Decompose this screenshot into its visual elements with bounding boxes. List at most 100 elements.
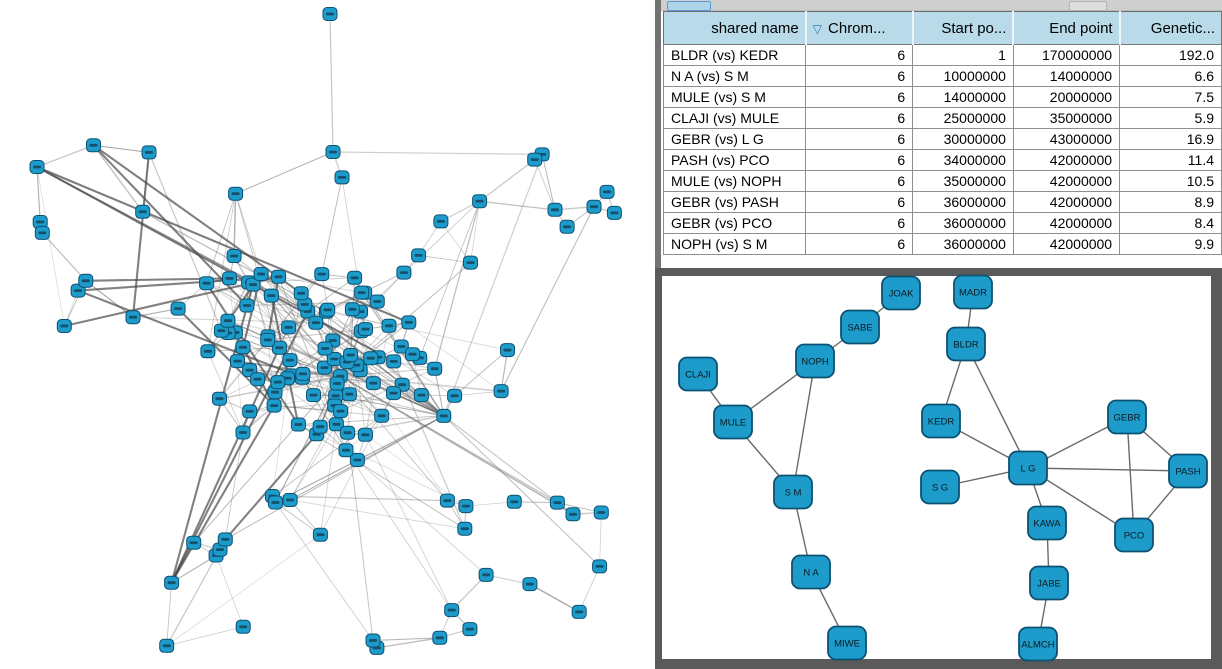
- network-node[interactable]: [427, 361, 443, 376]
- network-node-jabe[interactable]: JABE: [1029, 565, 1069, 601]
- column-header-endpoint[interactable]: End point: [1013, 11, 1121, 45]
- network-node[interactable]: [343, 348, 359, 362]
- table-cell[interactable]: 6: [805, 191, 914, 213]
- network-node[interactable]: [326, 352, 342, 366]
- network-node[interactable]: [354, 285, 370, 300]
- table-cell[interactable]: 9.9: [1119, 233, 1222, 255]
- network-node[interactable]: [317, 341, 333, 356]
- table-row[interactable]: GEBR (vs) L G 6 30000000 43000000 16.9: [662, 128, 1222, 150]
- network-node[interactable]: [506, 494, 522, 509]
- network-node-pco[interactable]: PCO: [1114, 517, 1154, 553]
- table-row[interactable]: PASH (vs) PCO 6 34000000 42000000 11.4: [662, 149, 1222, 171]
- table-cell[interactable]: 36000000: [912, 212, 1014, 234]
- table-row[interactable]: MULE (vs) S M 6 14000000 20000000 7.5: [662, 86, 1222, 108]
- network-node[interactable]: [245, 277, 261, 292]
- table-cell[interactable]: 6: [805, 107, 914, 129]
- network-node[interactable]: [159, 638, 175, 653]
- network-node[interactable]: [263, 288, 279, 303]
- network-node[interactable]: [266, 398, 282, 413]
- table-row[interactable]: CLAJI (vs) MULE 6 25000000 35000000 5.9: [662, 107, 1222, 129]
- table-cell[interactable]: 25000000: [912, 107, 1014, 129]
- table-cell[interactable]: 42000000: [1012, 170, 1121, 192]
- network-edge[interactable]: [1027, 467, 1189, 472]
- network-node[interactable]: [592, 559, 608, 574]
- table-row[interactable]: N A (vs) S M 6 10000000 14000000 6.6: [662, 65, 1222, 87]
- network-edge[interactable]: [792, 360, 816, 493]
- network-node-miwe[interactable]: MIWE: [827, 625, 867, 661]
- network-node[interactable]: [439, 493, 455, 508]
- network-node[interactable]: [308, 315, 324, 330]
- network-node[interactable]: [322, 7, 338, 21]
- network-node[interactable]: [253, 267, 269, 281]
- network-node[interactable]: [281, 320, 297, 335]
- network-node[interactable]: [593, 505, 609, 520]
- network-node[interactable]: [220, 313, 236, 328]
- network-node[interactable]: [297, 297, 313, 312]
- table-row[interactable]: GEBR (vs) PASH 6 36000000 42000000 8.9: [662, 191, 1222, 213]
- network-node[interactable]: [312, 527, 328, 542]
- column-header-genetic[interactable]: Genetic...: [1119, 11, 1222, 45]
- table-cell[interactable]: 34000000: [912, 149, 1014, 171]
- table-cell[interactable]: 16.9: [1119, 128, 1222, 150]
- network-node[interactable]: [295, 366, 311, 381]
- network-node-joak[interactable]: JOAK: [881, 275, 921, 311]
- hairball-network-canvas[interactable]: [0, 0, 655, 669]
- network-node-madr[interactable]: MADR: [953, 274, 993, 310]
- network-node[interactable]: [235, 619, 251, 634]
- table-cell[interactable]: 192.0: [1119, 44, 1222, 66]
- table-cell[interactable]: GEBR (vs) PASH: [662, 191, 807, 213]
- network-node[interactable]: [606, 205, 622, 220]
- table-cell[interactable]: 6: [805, 170, 914, 192]
- network-node[interactable]: [270, 375, 286, 390]
- network-node[interactable]: [235, 340, 251, 355]
- network-node-kedr[interactable]: KEDR: [921, 403, 961, 439]
- network-node[interactable]: [363, 351, 379, 366]
- network-node[interactable]: [559, 219, 575, 234]
- network-node[interactable]: [217, 532, 233, 547]
- network-node[interactable]: [242, 404, 258, 419]
- network-node[interactable]: [565, 507, 581, 522]
- network-node[interactable]: [444, 603, 460, 618]
- network-node[interactable]: [462, 622, 478, 637]
- network-node[interactable]: [271, 269, 287, 284]
- network-node[interactable]: [312, 419, 328, 434]
- network-node-gebr[interactable]: GEBR: [1107, 399, 1147, 435]
- network-node[interactable]: [393, 339, 409, 354]
- network-node[interactable]: [396, 265, 412, 280]
- network-node[interactable]: [200, 344, 216, 359]
- network-node-sm[interactable]: S M: [773, 474, 813, 510]
- network-node[interactable]: [230, 354, 245, 369]
- table-cell[interactable]: 6: [805, 86, 914, 108]
- network-node[interactable]: [432, 630, 448, 645]
- network-node[interactable]: [341, 387, 357, 402]
- table-row[interactable]: GEBR (vs) PCO 6 36000000 42000000 8.4: [662, 212, 1222, 234]
- network-node[interactable]: [347, 270, 363, 285]
- table-cell[interactable]: 20000000: [1012, 86, 1121, 108]
- scrollbar-thumb[interactable]: [667, 1, 711, 11]
- network-edge[interactable]: [965, 343, 1029, 469]
- network-node[interactable]: [239, 298, 255, 313]
- network-node[interactable]: [186, 535, 202, 550]
- table-cell[interactable]: 42000000: [1012, 233, 1121, 255]
- network-node-noph[interactable]: NOPH: [795, 343, 835, 379]
- network-node[interactable]: [329, 376, 345, 391]
- network-node[interactable]: [164, 575, 180, 590]
- network-node-pash[interactable]: PASH: [1168, 453, 1208, 489]
- network-node[interactable]: [250, 372, 266, 387]
- network-node[interactable]: [374, 408, 390, 423]
- network-node[interactable]: [493, 384, 509, 399]
- network-node[interactable]: [358, 322, 373, 337]
- table-row[interactable]: NOPH (vs) S M 6 36000000 42000000 9.9: [662, 233, 1222, 255]
- network-node[interactable]: [547, 202, 563, 217]
- network-node[interactable]: [472, 194, 488, 209]
- network-node[interactable]: [260, 332, 276, 347]
- network-node[interactable]: [381, 318, 397, 333]
- network-node[interactable]: [369, 294, 385, 309]
- network-node[interactable]: [228, 186, 244, 201]
- table-row[interactable]: BLDR (vs) KEDR 6 1 170000000 192.0: [662, 44, 1222, 66]
- network-node[interactable]: [325, 145, 341, 159]
- table-cell[interactable]: 11.4: [1119, 149, 1222, 171]
- table-cell[interactable]: 1: [912, 44, 1014, 66]
- network-node[interactable]: [290, 417, 306, 432]
- network-node[interactable]: [413, 388, 429, 403]
